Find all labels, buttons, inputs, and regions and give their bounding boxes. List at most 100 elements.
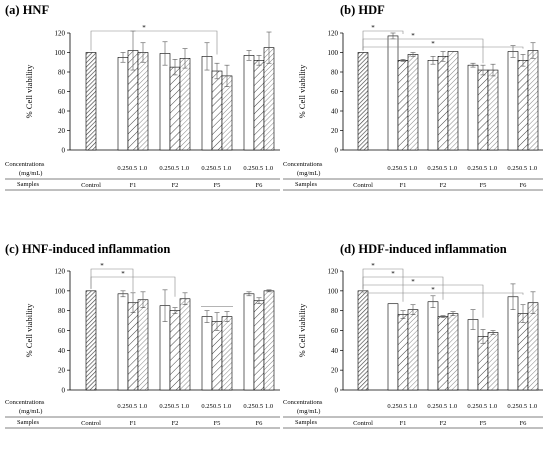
concentration-value: 0.5 [399,165,407,172]
y-tick-label: 100 [55,49,66,57]
bar [447,51,459,151]
concentration-value: 1.0 [489,403,497,410]
significance-bracket [90,276,176,297]
y-tick-label: 40 [58,108,66,116]
concentration-value: 1.0 [489,165,497,172]
bar [527,302,539,391]
y-tick-label: 60 [58,327,66,335]
y-tick-label: 0 [335,387,339,395]
y-tick-label: 100 [328,49,339,57]
y-tick-label: 0 [62,147,66,155]
sample-label: F1 [130,182,137,189]
bar [517,313,529,391]
bar [437,56,449,151]
sample-label: F5 [480,420,487,427]
y-tick-label: 20 [58,127,66,135]
concentration-value: 0.25 [507,165,518,172]
y-tick-label: 80 [58,307,66,315]
bar [169,310,181,391]
bar [427,301,439,391]
bar [407,54,419,151]
y-tick-label: 40 [331,347,339,355]
sample-label: F5 [214,420,221,427]
significance-star: * [431,40,435,48]
bar [487,332,499,391]
y-axis-label: % Cell viability [24,64,34,119]
significance-star: * [391,270,395,278]
y-tick-label: 80 [331,307,339,315]
y-tick-label: 120 [328,30,339,38]
bar [427,59,439,151]
bar [159,53,171,151]
bar [253,300,265,391]
bar [243,293,255,391]
bar [243,55,255,151]
concentration-value: 0.25 [201,165,212,172]
concentration-value: 0.25 [201,403,212,410]
chart-panel-1: (a) HNF 0 20 40 60 80 100 120 % Cell viability * C… [5,3,280,191]
chart-panel-3: (c) HNF-induced inflammation 0 20 40 60 80 100… [5,242,280,429]
concentration-value: 0.25 [159,165,170,172]
concentration-value: 0.5 [129,403,137,410]
concentration-value: 1.0 [529,165,537,172]
sample-label: Control [81,420,101,427]
concentration-value: 0.25 [159,403,170,410]
bar [117,57,129,151]
panel-title: (a) HNF [5,3,49,17]
y-tick-label: 20 [331,367,339,375]
concentration-value: 0.25 [467,403,478,410]
concentration-value: 0.5 [439,403,447,410]
concentration-value: 1.0 [181,165,189,172]
bar [253,59,265,151]
concentration-value: 0.5 [171,165,179,172]
significance-bracket [362,268,404,302]
sample-label: F5 [480,182,487,189]
samples-label: Samples [295,181,317,188]
concentration-value: 0.25 [427,165,438,172]
bar [397,59,409,151]
bar [447,313,459,391]
bar [169,66,181,151]
y-tick-label: 100 [55,287,66,295]
sample-label: Control [353,420,373,427]
sample-label: F5 [214,182,221,189]
sample-label: F2 [172,182,179,189]
concentration-value: 0.5 [519,403,527,410]
y-tick-label: 40 [331,108,339,116]
concentration-value: 1.0 [409,165,417,172]
bar [137,52,149,151]
significance-bracket [90,268,134,292]
concentration-value: 0.25 [117,165,128,172]
significance-star: * [142,24,146,32]
bar [137,299,149,391]
sample-label: F1 [130,420,137,427]
bar [201,56,213,151]
concentration-value: 0.5 [519,165,527,172]
y-tick-label: 120 [328,268,339,276]
units-label: (mg/mL) [19,408,42,415]
bar [387,35,399,151]
concentration-value: 1.0 [223,403,231,410]
bar [117,293,129,391]
bar [507,296,519,391]
bar [477,336,489,391]
y-tick-label: 0 [62,387,66,395]
concentration-value: 0.5 [171,403,179,410]
sample-label: F1 [400,182,407,189]
bar [527,50,539,151]
bar [407,309,419,391]
significance-star: * [100,262,104,270]
concentration-value: 0.25 [387,403,398,410]
sample-label: F2 [440,182,447,189]
concentration-value: 1.0 [265,403,273,410]
bar [357,290,369,391]
bar [127,302,139,391]
panel-title: (b) HDF [340,3,385,17]
concentrations-label: Concentrations [283,399,323,406]
chart-panel-2: (b) HDF 0 20 40 60 80 100 120 % Cell viability * *… [283,3,543,191]
chart-panel-4: (d) HDF-induced inflammation 0 20 40 60 80 100… [283,242,543,429]
y-axis-label: % Cell viability [297,64,307,119]
y-tick-label: 80 [331,69,339,77]
samples-label: Samples [17,419,39,426]
bar [221,75,233,151]
